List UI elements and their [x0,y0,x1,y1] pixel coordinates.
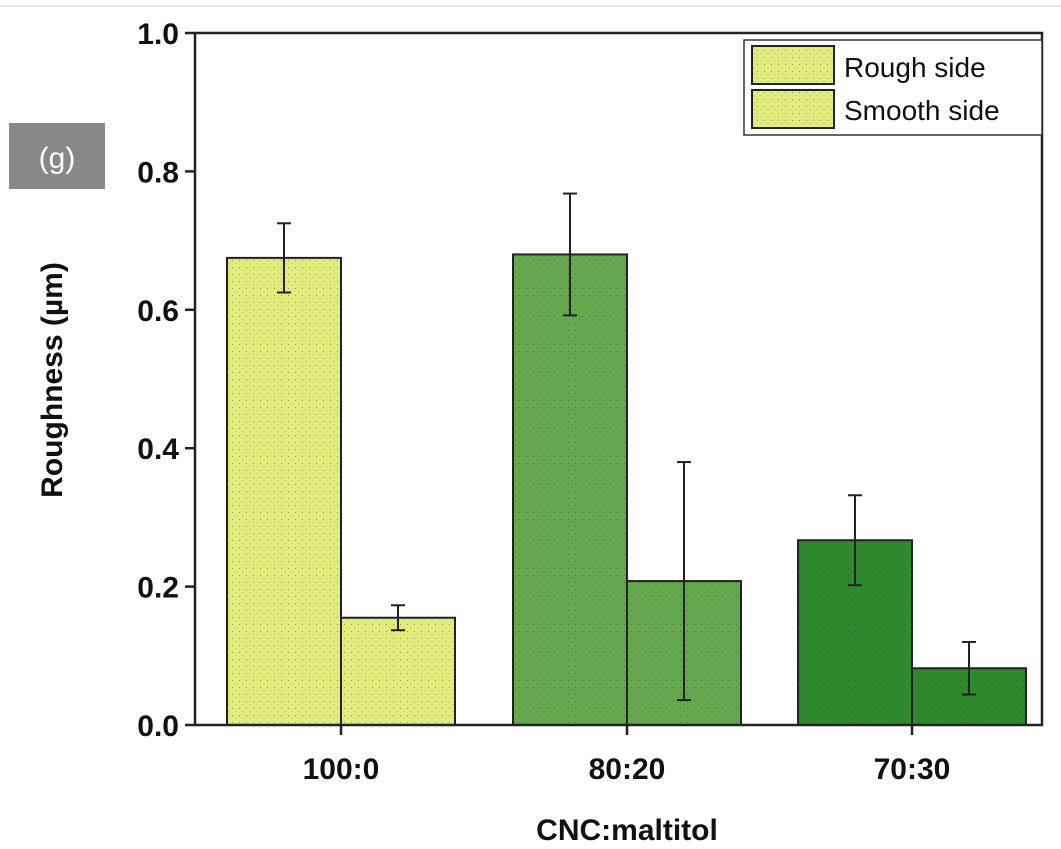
x-tick-label: 80:20 [589,753,666,786]
legend-swatch-smooth-side-texture [752,90,834,128]
x-axis-label: CNC:maltitol [536,814,718,847]
legend-swatch-rough-side-texture [752,46,834,84]
y-tick-label: 0.6 [137,295,179,328]
y-axis-ticks: 0.0 0.2 0.4 0.6 0.8 1.0 [137,18,195,743]
panel-label-text: (g) [39,142,76,175]
x-tick-label: 100:0 [303,753,380,786]
error-bars [277,192,976,702]
y-tick-label: 0.4 [137,433,179,466]
bars [226,253,1027,727]
y-tick-label: 1.0 [137,18,179,51]
panel-label-background [9,123,105,189]
legend: Rough side Smooth side [743,39,1043,136]
y-tick-label: 0.8 [137,156,179,189]
plot-area-frame [193,31,1044,727]
y-axis-label: Roughness (µm) [36,262,69,498]
legend-label-smooth-side: Smooth side [844,95,1000,126]
panel-label: (g) [9,123,105,189]
y-tick-label: 0.2 [137,572,179,605]
y-tick-label: 0.0 [137,710,179,743]
legend-label-rough-side: Rough side [844,52,986,83]
bar-texture [513,254,627,725]
x-tick-label: 70:30 [874,753,951,786]
x-axis-ticks: 100:0 80:20 70:30 [303,725,951,786]
bar-texture [227,257,341,725]
bar-texture [341,617,455,725]
